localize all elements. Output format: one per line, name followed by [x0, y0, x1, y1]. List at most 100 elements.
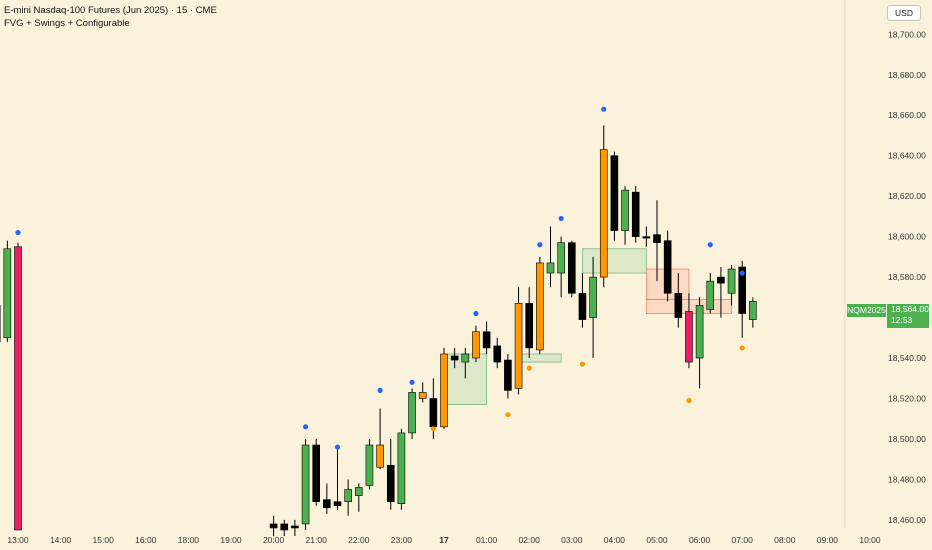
candle	[557, 236, 565, 298]
candle	[706, 273, 715, 314]
price-tick-label: 18,500.00	[888, 434, 926, 444]
candle-body	[344, 489, 352, 502]
time-tick-label: 10:00	[859, 535, 881, 545]
time-tick-label: 04:00	[604, 535, 626, 545]
candle	[504, 353, 512, 399]
candle	[482, 321, 491, 354]
candle-body	[653, 234, 661, 243]
candle	[3, 240, 12, 342]
time-tick-label: 22:00	[348, 535, 370, 545]
candle-body	[482, 331, 491, 349]
candle	[567, 240, 576, 298]
candle-body	[589, 276, 597, 318]
bar-countdown: 12:53	[891, 315, 913, 325]
candle-body	[557, 242, 565, 274]
candle	[333, 449, 342, 510]
swing-high-dot	[377, 387, 383, 393]
candle	[536, 256, 544, 354]
fvg-zone-bull	[582, 248, 647, 274]
candle	[589, 256, 597, 359]
symbol-title[interactable]: E-mini Nasdaq-100 Futures (Jun 2025) · 1…	[4, 5, 217, 16]
fvg-zone-bull	[518, 353, 562, 363]
indicator-title[interactable]: FVG + Swings + Configurable	[4, 17, 130, 29]
candle	[749, 297, 757, 328]
swing-low-dot	[505, 412, 511, 418]
candle-body	[610, 155, 619, 231]
candle	[472, 325, 480, 363]
swing-high-dot	[334, 444, 341, 450]
candle	[717, 266, 725, 318]
candle	[280, 519, 289, 537]
swing-high-dot	[537, 242, 543, 248]
candle-body	[397, 432, 406, 504]
candle	[397, 428, 406, 510]
last-price-badge: 18,564.00 12:53	[887, 304, 929, 328]
price-tick-label: 18,700.00	[888, 29, 926, 39]
candle	[621, 186, 629, 245]
candle-body	[567, 242, 576, 294]
time-tick-label: 20:00	[263, 535, 285, 545]
candle-body	[408, 392, 416, 434]
candle	[14, 242, 22, 531]
candle	[493, 337, 502, 369]
candle	[599, 125, 608, 288]
candle	[365, 438, 374, 490]
candle	[376, 408, 384, 470]
swing-low-dot	[430, 426, 436, 432]
time-tick-label: 19:00	[220, 535, 242, 545]
candle	[354, 483, 363, 512]
candle-body	[333, 501, 342, 507]
candle-body	[280, 523, 289, 531]
time-tick-label: 16:00	[135, 535, 157, 545]
candle	[642, 226, 651, 247]
price-tick-label: 18,480.00	[888, 474, 926, 484]
candle	[653, 200, 661, 282]
candle-body	[14, 246, 22, 531]
candle-body	[429, 398, 438, 428]
candle-body	[376, 444, 384, 468]
candle	[461, 347, 470, 379]
time-tick-label: 15:00	[93, 535, 115, 545]
time-tick-label: 07:00	[732, 535, 754, 545]
candles	[0, 125, 757, 537]
time-tick-label: 17	[439, 535, 449, 545]
swing-high-dot	[15, 229, 21, 236]
candle-body	[642, 236, 651, 239]
candle	[685, 293, 693, 369]
swing-high-dot	[707, 242, 713, 248]
candle	[631, 186, 640, 243]
swing-low-dot	[739, 345, 745, 351]
price-axis[interactable]: 18,460.00 18,480.00 18,500.00 18,520.00 18,5…	[888, 29, 926, 525]
price-tick-label: 18,460.00	[888, 515, 926, 525]
candle	[578, 273, 587, 328]
candle-body	[3, 248, 12, 339]
time-tick-label: 06:00	[689, 535, 711, 545]
swing-markers	[15, 106, 745, 450]
candle-body	[674, 292, 683, 318]
candle-body	[301, 444, 310, 525]
swing-low-dot	[526, 365, 532, 371]
candle-body	[749, 301, 757, 320]
candle-body	[418, 392, 427, 399]
candle-body	[717, 276, 725, 284]
candle	[440, 347, 448, 429]
candle	[344, 479, 352, 516]
candle-body	[472, 331, 480, 359]
time-tick-label: 02:00	[519, 535, 541, 545]
price-tick-label: 18,520.00	[888, 393, 926, 403]
currency-button[interactable]: USD	[887, 5, 921, 21]
time-axis[interactable]: 13:00 14:00 15:00 16:00 18:00 19:00 20:00 21:00…	[7, 535, 881, 545]
candle-body	[738, 266, 747, 314]
time-tick-label: 23:00	[391, 535, 413, 545]
price-tick-label: 18,600.00	[888, 232, 926, 242]
time-tick-label: 08:00	[774, 535, 796, 545]
candle-body	[291, 525, 299, 529]
candle	[408, 388, 416, 439]
price-tick-label: 18,580.00	[888, 272, 926, 282]
candle-body	[354, 487, 363, 496]
candle-body	[631, 191, 640, 237]
candle	[546, 226, 555, 288]
candle-body	[450, 355, 459, 361]
candle	[450, 347, 459, 369]
